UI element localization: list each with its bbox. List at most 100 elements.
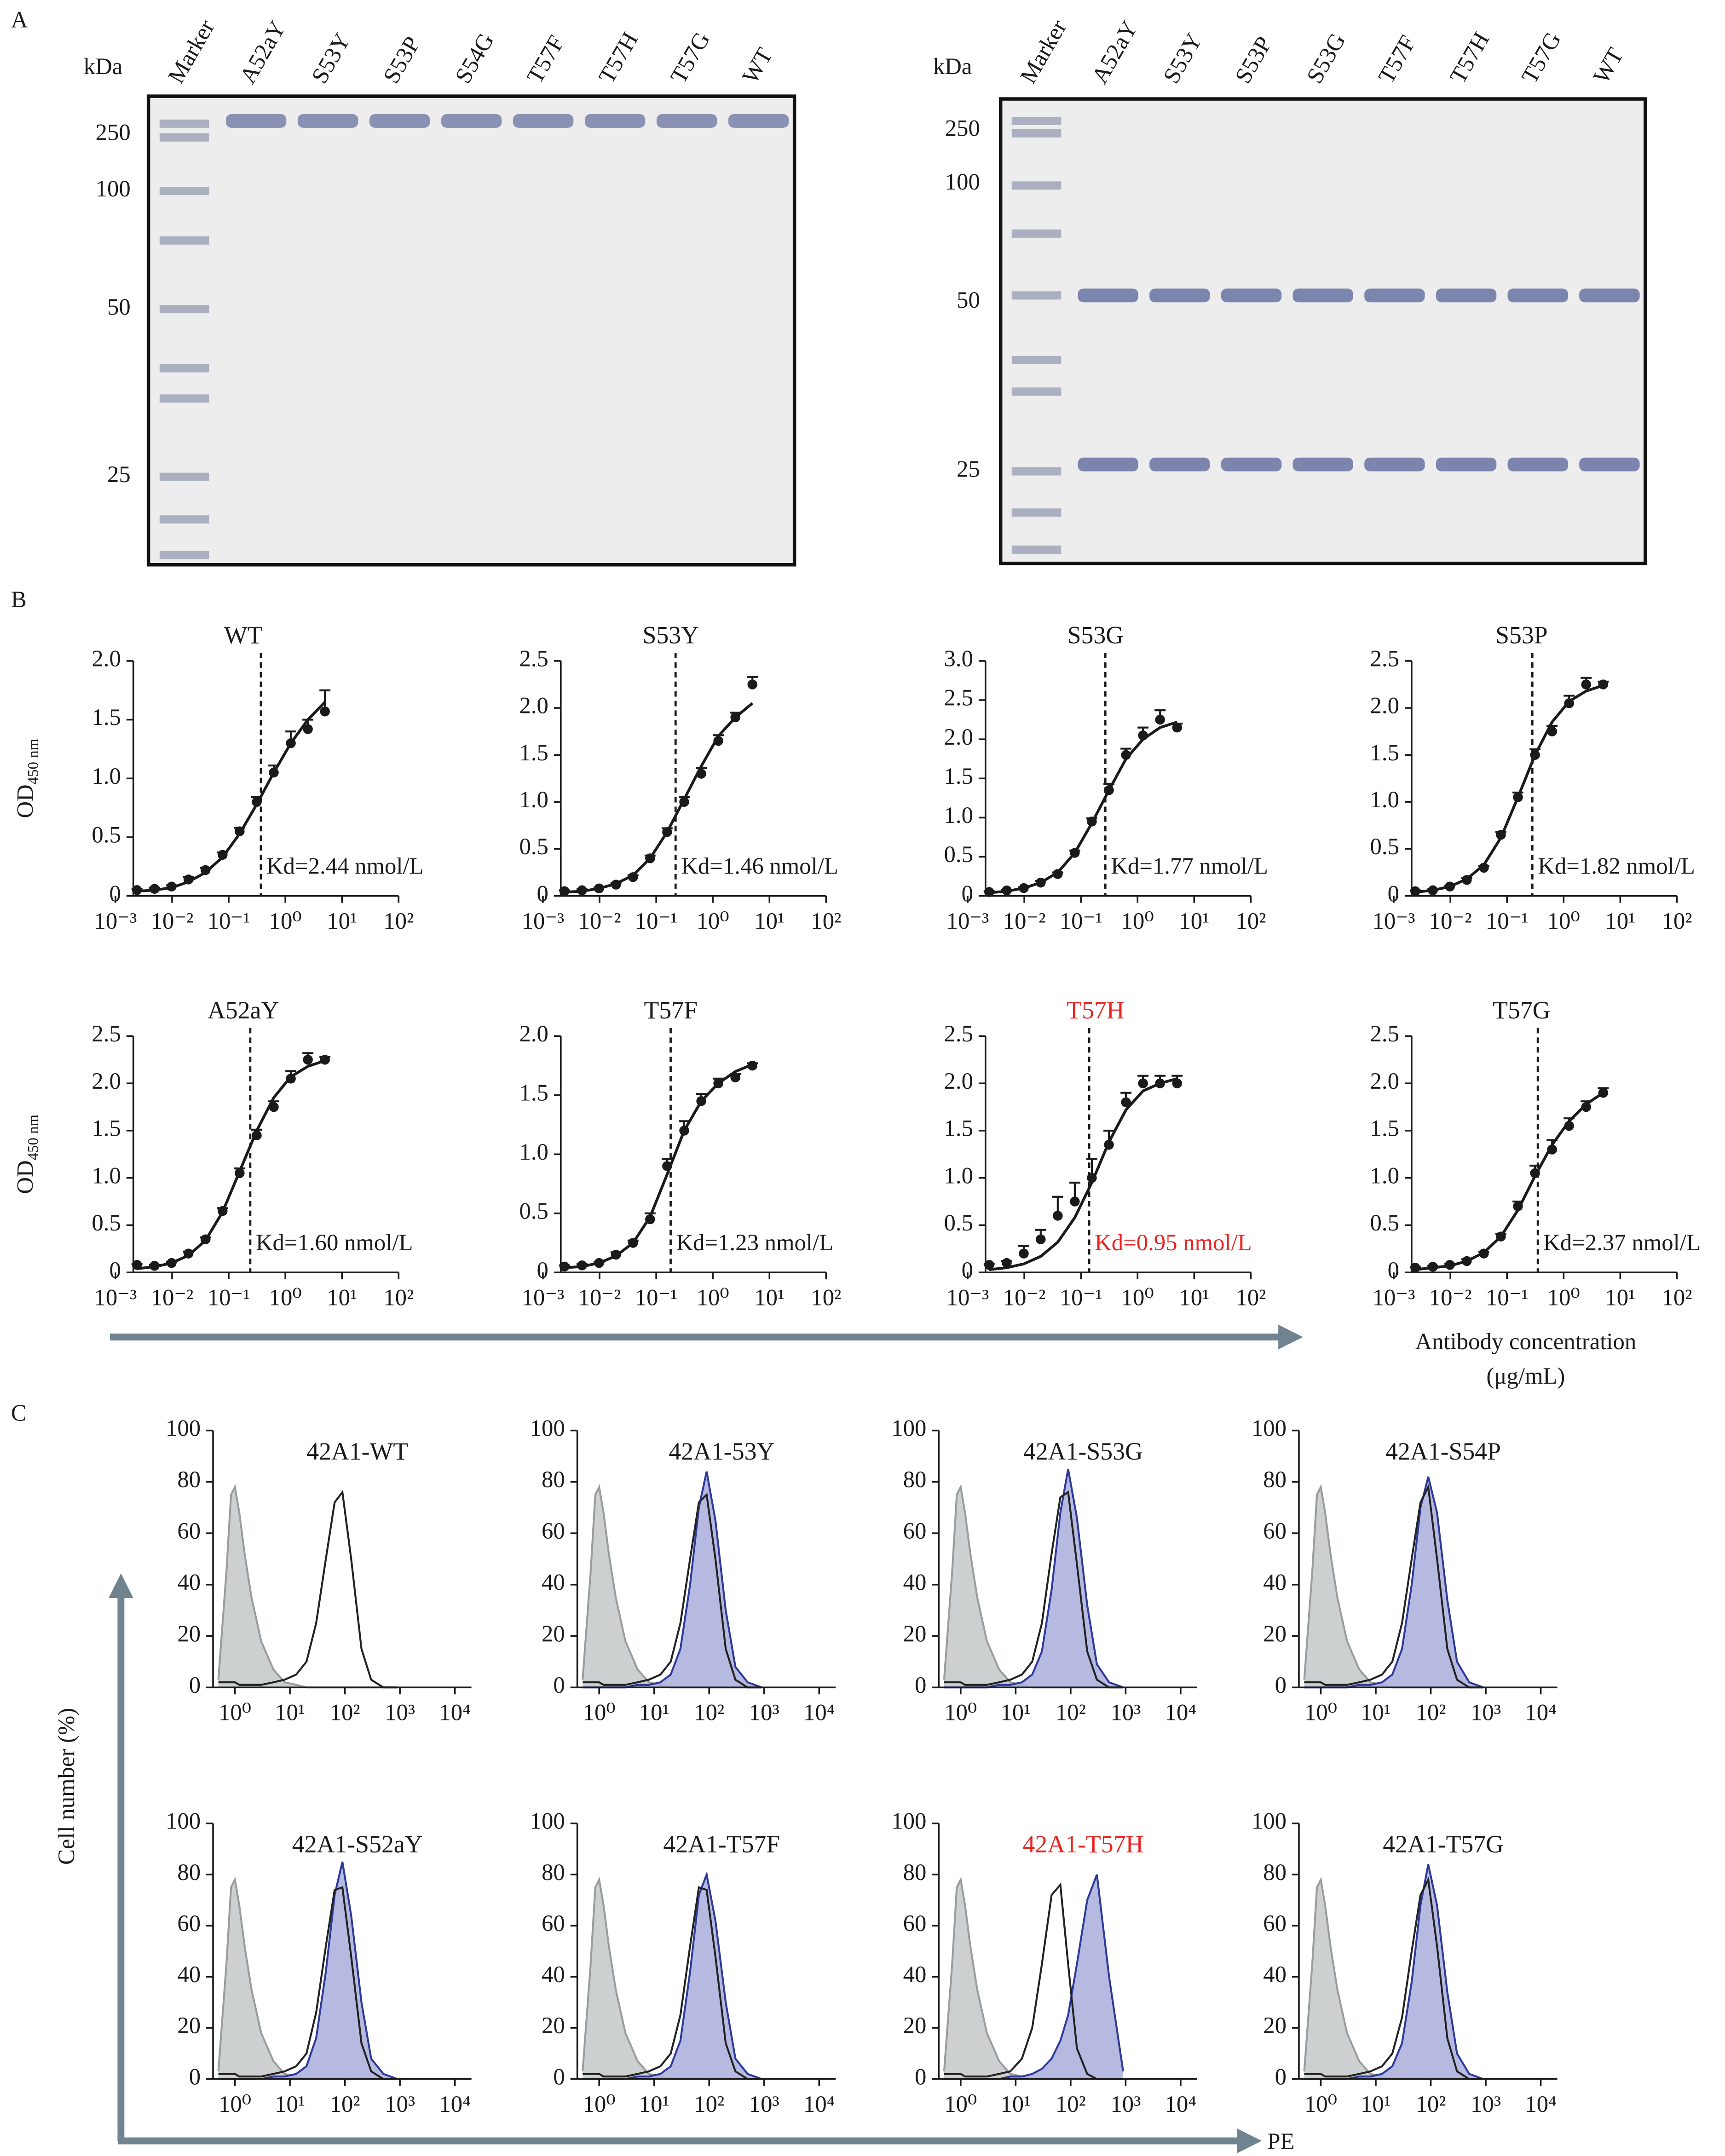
data-point (1547, 726, 1557, 736)
x-tick-label: 10⁴ (1525, 2091, 1556, 2117)
data-point (1598, 679, 1609, 690)
chart-title: WT (224, 621, 263, 649)
data-point (645, 1214, 655, 1225)
x-tick-label: 10⁻³ (94, 908, 137, 934)
y-axis-title-main: OD (12, 784, 38, 818)
y-tick-label: 0 (915, 2064, 926, 2089)
ladder-band (1011, 508, 1062, 517)
y-tick-label: 0.5 (519, 834, 548, 859)
x-tick-label: 10⁻¹ (1486, 908, 1529, 934)
x-tick-label: 10² (694, 2091, 724, 2117)
data-point (235, 1168, 245, 1179)
histogram-line (583, 1492, 762, 1689)
x-tick-label: 10⁻² (1003, 1285, 1046, 1311)
y-tick-label: 1.0 (92, 1162, 121, 1188)
ladder-band (1011, 387, 1062, 396)
data-point (286, 738, 296, 748)
ladder-label: 25 (957, 456, 980, 482)
histogram-area (218, 1862, 398, 2079)
band (1507, 457, 1568, 471)
y-tick-label: 100 (1252, 1415, 1287, 1441)
x-tick-label: 10⁻³ (1373, 1285, 1415, 1311)
y-tick-label: 80 (177, 1859, 201, 1885)
x-tick-label: 10⁴ (439, 2091, 470, 2117)
y-tick-label: 40 (177, 1961, 201, 1987)
x-tick-label: 10⁰ (269, 1285, 302, 1311)
x-tick-label: 10² (1235, 908, 1266, 934)
data-point (320, 706, 330, 717)
x-axis-title: Antibody concentration (1415, 1328, 1636, 1354)
x-tick-label: 10⁴ (1525, 1700, 1556, 1725)
histogram-area (1304, 1880, 1483, 2079)
data-point (1445, 1260, 1455, 1270)
kd-label: Kd=1.46 nmol/L (681, 853, 838, 879)
x-tick-label: 10⁻³ (946, 1285, 989, 1311)
y-tick-label: 60 (1263, 1518, 1287, 1544)
chart-title: 42A1-T57G (1383, 1830, 1504, 1858)
band (1149, 288, 1210, 303)
histogram-area (944, 1874, 1123, 2079)
ladder-band (1011, 129, 1062, 138)
chart-title: S53P (1495, 621, 1548, 649)
data-point (1462, 1256, 1472, 1266)
y-tick-label: 0 (915, 1672, 926, 1698)
chart-title: A52aY (208, 996, 279, 1024)
chart-title: 42A1-53Y (669, 1437, 774, 1465)
chart-title: T57F (644, 996, 698, 1024)
band (441, 114, 502, 128)
data-point (1053, 1211, 1063, 1221)
y-tick-label: 20 (1263, 2012, 1287, 2038)
data-point (303, 1055, 313, 1065)
data-point (167, 1258, 177, 1268)
y-tick-label: 1.0 (1370, 787, 1399, 812)
chart-title: 42A1-S53G (1023, 1437, 1143, 1465)
y-tick-label: 100 (1252, 1808, 1287, 1834)
data-point (1053, 869, 1063, 879)
data-point (150, 1261, 160, 1271)
chart-title: 42A1-WT (306, 1437, 408, 1465)
x-tick-label: 10² (330, 1700, 360, 1725)
y-tick-label: 2.5 (944, 685, 973, 711)
data-point (218, 1206, 228, 1216)
data-point (269, 1102, 279, 1112)
x-tick-label: 10⁻³ (522, 908, 565, 934)
ladder-band (1011, 181, 1062, 190)
x-tick-label: 10⁻¹ (635, 1285, 678, 1311)
data-point (1513, 1201, 1523, 1212)
data-point (303, 724, 313, 734)
x-tick-label: 10⁰ (1304, 1700, 1337, 1725)
y-tick-label: 80 (177, 1466, 201, 1492)
ladder-label: 50 (107, 294, 131, 320)
ladder-band (159, 119, 209, 128)
data-point (679, 797, 689, 807)
y-tick-label: 20 (177, 1621, 201, 1646)
y-tick-label: 100 (530, 1415, 565, 1441)
fit-line (989, 1077, 1178, 1271)
band (1364, 288, 1425, 303)
x-tick-label: 10⁴ (803, 1700, 835, 1725)
band (1292, 457, 1353, 471)
x-tick-label: 10⁰ (944, 2091, 977, 2117)
x-tick-label: 10⁻¹ (1060, 1285, 1102, 1311)
data-point (1104, 1139, 1114, 1150)
y-tick-label: 60 (542, 1518, 565, 1544)
y-tick-label: 0.5 (1370, 1210, 1399, 1236)
x-tick-label: 10³ (1471, 2091, 1501, 2117)
ladder-band (1011, 229, 1062, 238)
data-point (1564, 1121, 1574, 1131)
y-axis-title: OD450 nm (12, 738, 41, 818)
data-point (1138, 730, 1148, 741)
y-tick-label: 40 (542, 1570, 565, 1595)
y-tick-label: 0.5 (519, 1198, 548, 1224)
y-tick-label: 2.5 (1370, 646, 1399, 672)
y-tick-label: 2.0 (1370, 1068, 1399, 1094)
data-point (628, 1238, 638, 1248)
band (225, 114, 287, 128)
x-tick-label: 10⁰ (583, 2091, 616, 2117)
ladder-band (1011, 116, 1062, 125)
chart-title: T57G (1493, 996, 1550, 1024)
data-point (1479, 862, 1489, 873)
y-tick-label: 0 (553, 1672, 565, 1698)
data-point (200, 865, 211, 875)
